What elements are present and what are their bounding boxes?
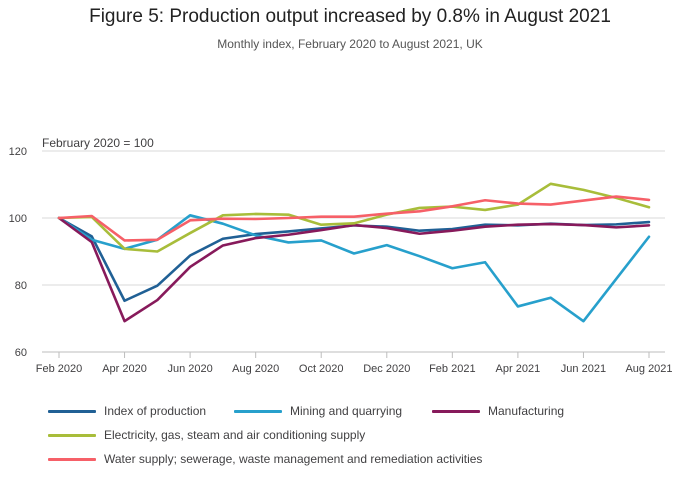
- x-tick-label-aug-2020: Aug 2020: [232, 363, 279, 375]
- x-tick-label-aug-2021: Aug 2021: [625, 363, 672, 375]
- legend-item-manufacturing: Manufacturing: [432, 404, 564, 418]
- y-tick-label-100: 100: [9, 213, 27, 225]
- line-chart: 60 80 100 120 Feb 2020 Apr 2020 Jun 2020 Aug 20…: [9, 146, 673, 375]
- legend-item-water-supply: Water supply; sewerage, waste management…: [48, 452, 482, 466]
- legend-label-mining-and-quarrying: Mining and quarrying: [290, 404, 403, 418]
- legend-swatch-water-supply: [48, 457, 96, 461]
- chart-legend: Index of production Mining and quarrying…: [48, 404, 688, 477]
- y-tick-label-60: 60: [15, 347, 27, 359]
- legend-label-manufacturing: Manufacturing: [488, 404, 565, 418]
- legend-swatch-manufacturing: [432, 409, 480, 413]
- x-tick-label-dec-2020: Dec 2020: [363, 363, 410, 375]
- legend-row-3: Water supply; sewerage, waste management…: [48, 452, 688, 466]
- x-tick-label-apr-2021: Apr 2021: [496, 363, 541, 375]
- x-tick-label-jun-2020: Jun 2020: [167, 363, 212, 375]
- legend-label-electricity-gas: Electricity, gas, steam and air conditio…: [104, 428, 366, 442]
- chart-title: Figure 5: Production output increased by…: [89, 6, 611, 27]
- legend-label-water-supply: Water supply; sewerage, waste management…: [104, 452, 483, 466]
- x-tick-label-oct-2020: Oct 2020: [299, 363, 344, 375]
- y-axis-unit-label: February 2020 = 100: [42, 136, 154, 150]
- series-line-index-of-production: [57, 216, 651, 303]
- legend-item-index-of-production: Index of production: [48, 404, 234, 418]
- legend-row-1: Index of production Mining and quarrying…: [48, 404, 688, 418]
- series-line-electricity-gas-steam-and-air-conditioni: [57, 182, 651, 253]
- series-line-water-supply-sewerage-waste-management-a: [57, 195, 651, 242]
- x-tick-label-jun-2021: Jun 2021: [561, 363, 606, 375]
- legend-item-electricity-gas: Electricity, gas, steam and air conditio…: [48, 428, 365, 442]
- legend-swatch-mining-and-quarrying: [234, 409, 282, 413]
- x-tick-label-apr-2020: Apr 2020: [102, 363, 147, 375]
- legend-swatch-electricity-gas: [48, 433, 96, 437]
- chart-subtitle: Monthly index, February 2020 to August 2…: [217, 37, 483, 51]
- x-tick-label-feb-2021: Feb 2021: [429, 363, 475, 375]
- legend-label-index-of-production: Index of production: [104, 404, 207, 418]
- legend-swatch-index-of-production: [48, 409, 96, 413]
- series-line-manufacturing: [57, 216, 651, 323]
- legend-item-mining-and-quarrying: Mining and quarrying: [234, 404, 432, 418]
- legend-row-2: Electricity, gas, steam and air conditio…: [48, 428, 688, 442]
- y-tick-label-120: 120: [9, 146, 27, 158]
- x-tick-label-feb-2020: Feb 2020: [36, 363, 82, 375]
- y-tick-label-80: 80: [15, 280, 27, 292]
